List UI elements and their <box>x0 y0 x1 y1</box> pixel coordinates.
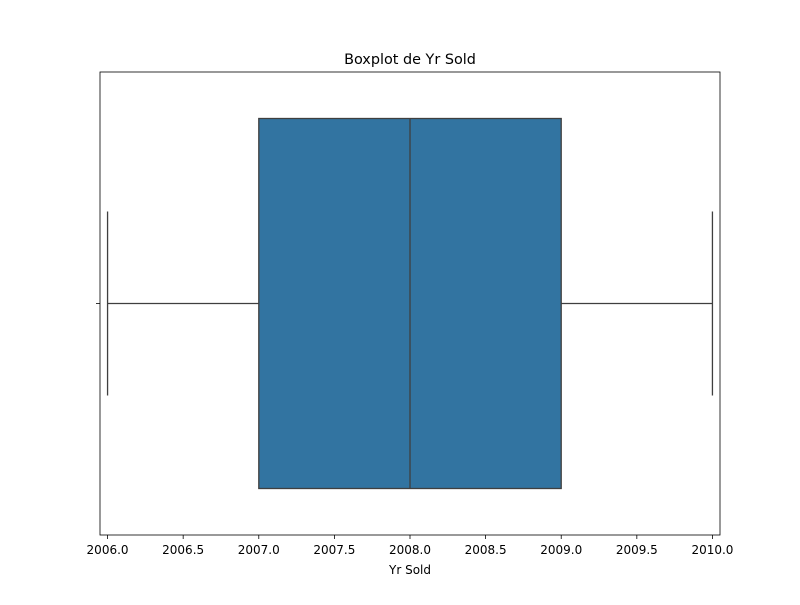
x-tick-label: 2008.0 <box>389 543 431 557</box>
x-tick-label: 2006.5 <box>162 543 204 557</box>
x-tick-label: 2009.5 <box>616 543 658 557</box>
x-tick-label: 2010.0 <box>691 543 733 557</box>
plot-area <box>96 71 721 536</box>
x-tick-label: 2007.5 <box>313 543 355 557</box>
x-tick-label: 2006.0 <box>87 543 129 557</box>
x-axis-ticks: 2006.0 2006.5 2007.0 2007.5 2008.0 2008.5 2009… <box>87 535 733 557</box>
x-tick-label: 2008.5 <box>465 543 507 557</box>
chart-title: Boxplot de Yr Sold <box>344 52 476 68</box>
x-tick-label: 2007.0 <box>238 543 280 557</box>
x-tick-label: 2009.0 <box>540 543 582 557</box>
x-axis-title: Yr Sold <box>388 563 431 577</box>
